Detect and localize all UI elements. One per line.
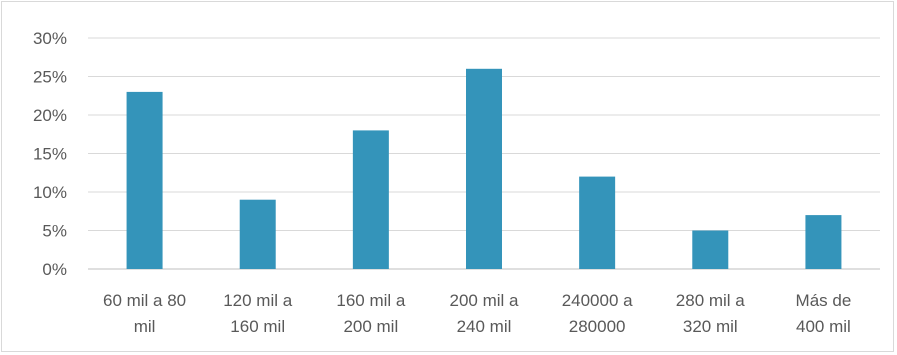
y-tick-label: 15% xyxy=(33,145,67,164)
y-tick-label: 20% xyxy=(33,106,67,125)
bar xyxy=(239,199,276,269)
bar xyxy=(579,176,616,269)
y-tick-label: 5% xyxy=(42,222,67,241)
y-tick-label: 25% xyxy=(33,68,67,87)
bar xyxy=(352,130,389,269)
bar xyxy=(692,230,729,269)
x-tick-label: 240000 a 280000 xyxy=(562,291,633,336)
bar xyxy=(805,215,842,269)
x-tick-label: 200 mil a 240 mil xyxy=(450,291,520,336)
y-tick-label: 0% xyxy=(42,260,67,279)
x-tick-label: 120 mil a 160 mil xyxy=(223,291,293,336)
x-tick-label: 60 mil a 80 mil xyxy=(103,291,186,336)
x-tick-label: 280 mil a 320 mil xyxy=(676,291,746,336)
x-tick-label: Más de 400 mil xyxy=(796,291,852,336)
x-tick-label: 160 mil a 200 mil xyxy=(336,291,406,336)
y-tick-label: 10% xyxy=(33,183,67,202)
bars xyxy=(126,68,842,270)
y-axis-ticks: 0% 5% 10% 15% 20% 25% 30% xyxy=(33,29,67,279)
bar xyxy=(126,91,163,270)
y-tick-label: 30% xyxy=(33,29,67,48)
bar xyxy=(466,68,502,269)
